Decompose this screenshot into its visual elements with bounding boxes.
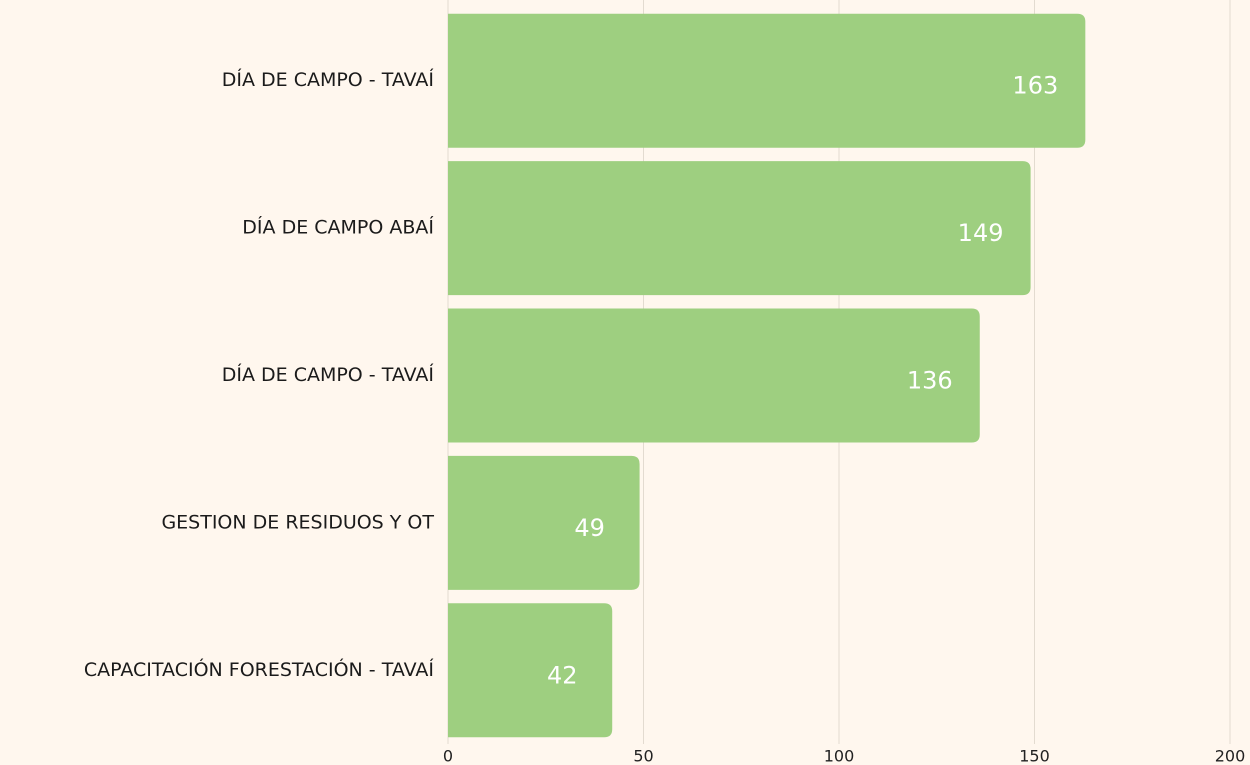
value-label: 149	[958, 219, 1004, 247]
bar	[448, 161, 1031, 296]
x-tick-label: 100	[824, 747, 855, 765]
value-label: 163	[1012, 72, 1058, 100]
x-tick-label: 200	[1215, 747, 1246, 765]
value-label: 42	[547, 661, 578, 689]
y-tick-label: GESTION DE RESIDUOS Y OT	[161, 511, 434, 533]
y-tick-label: DÍA DE CAMPO - TAVAÍ	[222, 363, 435, 386]
y-tick-label: CAPACITACIÓN FORESTACIÓN - TAVAÍ	[84, 657, 435, 681]
x-tick-label: 0	[443, 747, 453, 765]
bar	[448, 308, 980, 443]
bar	[448, 13, 1086, 148]
y-tick-label: DÍA DE CAMPO - TAVAÍ	[222, 68, 435, 91]
bar	[448, 455, 640, 590]
bar	[448, 603, 613, 738]
x-tick-label: 150	[1019, 747, 1050, 765]
y-tick-label: DÍA DE CAMPO ABAÍ	[242, 216, 434, 239]
x-tick-label: 50	[633, 747, 653, 765]
value-label: 49	[574, 514, 605, 542]
value-label: 136	[907, 367, 953, 395]
